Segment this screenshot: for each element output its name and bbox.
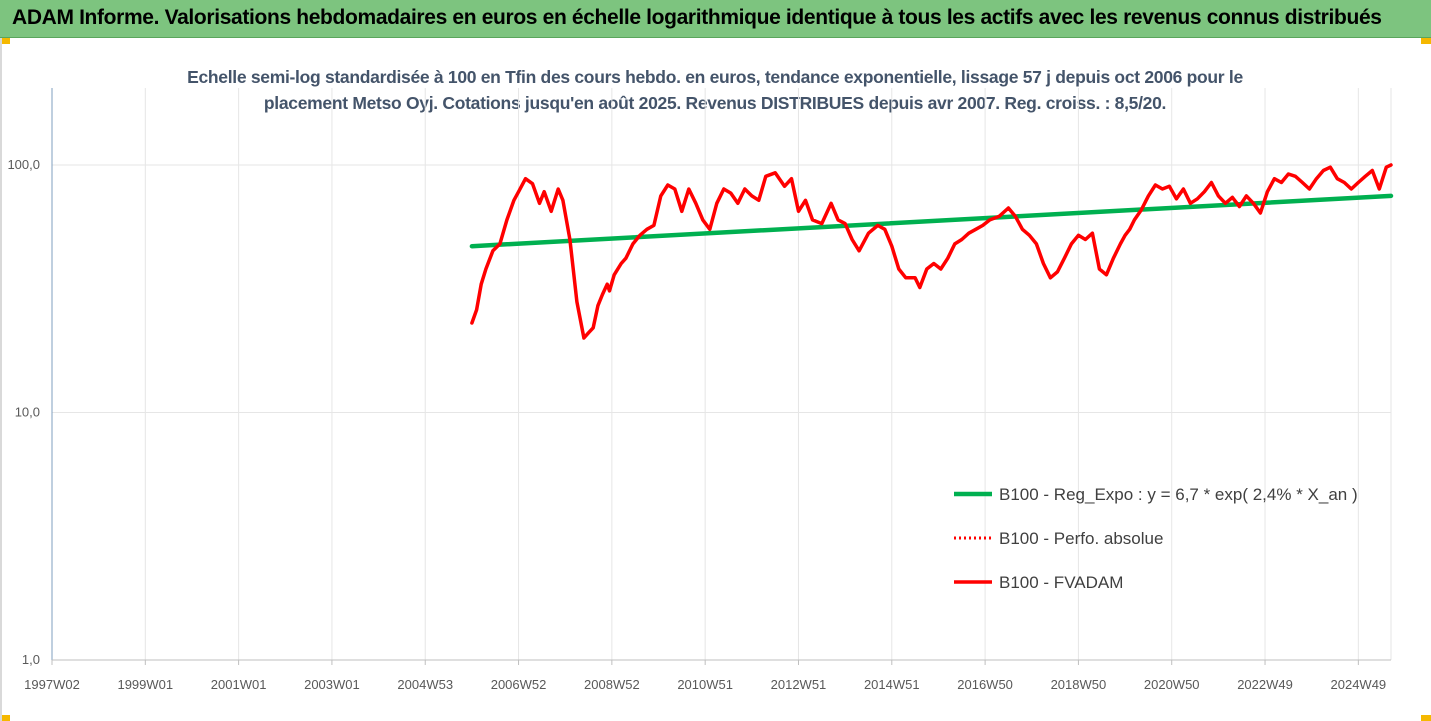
chart-subtitle: Echelle semi-log standardisée à 100 en T… bbox=[140, 64, 1290, 116]
x-tick-label: 2004W53 bbox=[397, 677, 453, 692]
x-tick-label: 1999W01 bbox=[117, 677, 173, 692]
corner-marker bbox=[1421, 38, 1431, 44]
corner-marker bbox=[0, 38, 10, 44]
y-tick-label: 10,0 bbox=[15, 405, 40, 420]
x-tick-label: 2010W51 bbox=[677, 677, 733, 692]
legend-label: B100 - Perfo. absolue bbox=[999, 529, 1163, 548]
x-tick-label: 2006W52 bbox=[491, 677, 547, 692]
fvadam-line bbox=[470, 163, 1393, 340]
x-tick-label: 2022W49 bbox=[1237, 677, 1293, 692]
chart-frame bbox=[0, 38, 1431, 721]
report-title: ADAM Informe. Valorisations hebdomadaire… bbox=[12, 6, 1382, 29]
report-banner: ADAM Informe. Valorisations hebdomadaire… bbox=[0, 0, 1431, 38]
axis-layer: 1,0 10,0 100,0 1997W02 1999W01 2001W01 2003W01… bbox=[7, 88, 1391, 692]
x-tick-label: 2018W50 bbox=[1051, 677, 1107, 692]
x-tick-label: 2020W50 bbox=[1144, 677, 1200, 692]
series-layer bbox=[469, 163, 1394, 340]
x-tick-label: 2016W50 bbox=[957, 677, 1013, 692]
x-tick-label: 2003W01 bbox=[304, 677, 360, 692]
legend-label: B100 - FVADAM bbox=[999, 573, 1123, 592]
legend: B100 - Reg_Expo : y = 6,7 * exp( 2,4% * … bbox=[954, 485, 1358, 592]
y-tick-label: 100,0 bbox=[7, 157, 40, 172]
grid-layer bbox=[51, 88, 1392, 661]
x-tick-label: 2008W52 bbox=[584, 677, 640, 692]
x-tick-label: 2012W51 bbox=[771, 677, 827, 692]
corner-marker bbox=[1421, 715, 1431, 721]
corner-marker bbox=[0, 715, 10, 721]
x-tick-label: 2001W01 bbox=[211, 677, 267, 692]
x-tick-label: 2014W51 bbox=[864, 677, 920, 692]
chart-subtitle-line1: Echelle semi-log standardisée à 100 en T… bbox=[187, 67, 1243, 87]
x-tick-label: 2024W49 bbox=[1331, 677, 1387, 692]
x-tick-label: 1997W02 bbox=[24, 677, 80, 692]
legend-label: B100 - Reg_Expo : y = 6,7 * exp( 2,4% * … bbox=[999, 485, 1358, 504]
chart-subtitle-line2: placement Metso Oyj. Cotations jusqu'en … bbox=[263, 93, 1167, 113]
y-tick-label: 1,0 bbox=[22, 652, 40, 667]
